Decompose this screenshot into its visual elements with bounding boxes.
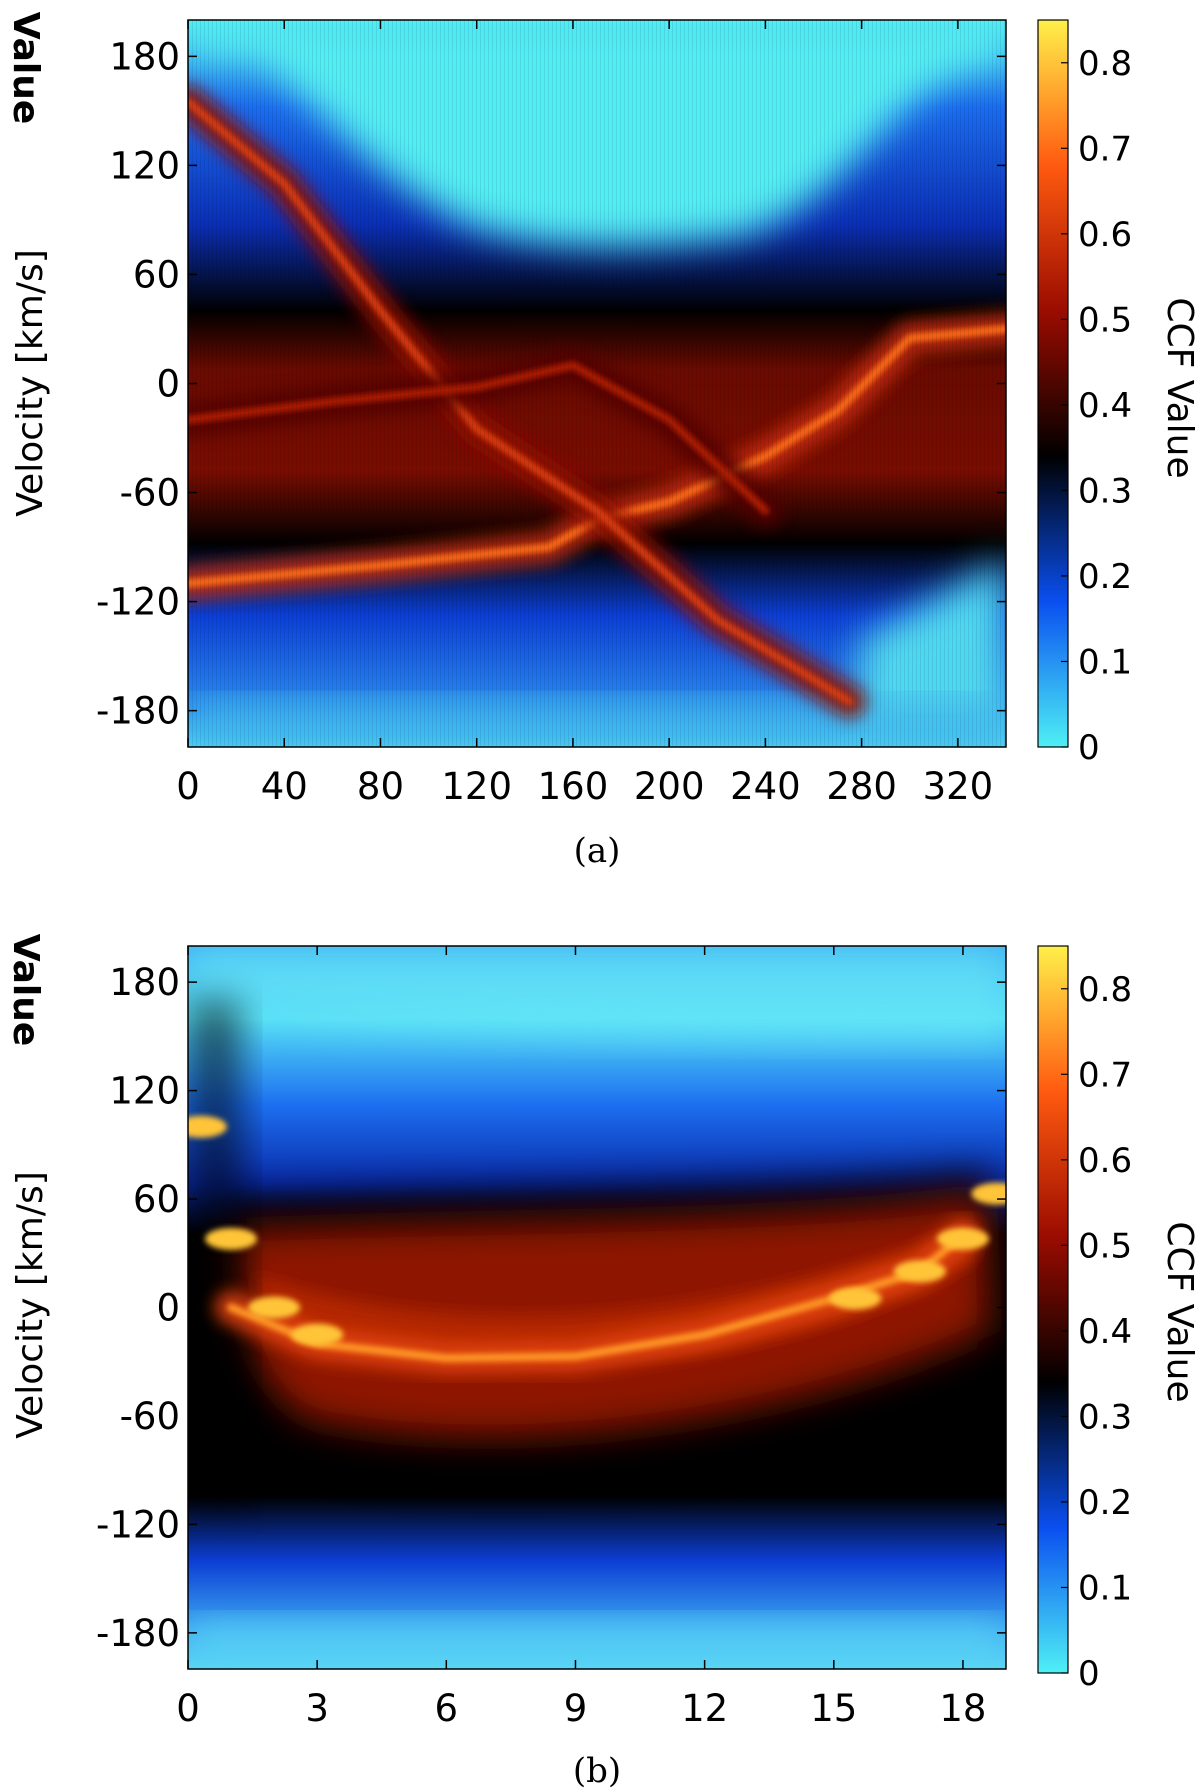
colorbar-tick-label: 0.1 — [1078, 1568, 1132, 1608]
bright-spot — [248, 1296, 301, 1319]
colorbar-ticks: 0.8 0.7 0.6 0.5 0.4 0.3 0.2 0.1 0 — [1061, 970, 1132, 1694]
colorbar-tick-label: 0.4 — [1078, 1312, 1132, 1352]
bright-spot — [893, 1260, 946, 1283]
bright-spot — [188, 1115, 227, 1138]
colorbar-tick-label: 0.8 — [1078, 44, 1132, 84]
x-tick-label: 40 — [261, 765, 308, 808]
x-tick-label: 120 — [441, 765, 512, 808]
y-tick-label: 60 — [133, 253, 180, 296]
x-tick-label: 12 — [681, 1687, 728, 1730]
colorbar-tick-label: 0 — [1078, 728, 1100, 768]
y-tick-label: 0 — [156, 363, 180, 406]
colorbar-gradient — [1037, 19, 1069, 748]
x-tick-label: 0 — [176, 1687, 200, 1730]
heatmap-layers — [188, 946, 1006, 1669]
colorbar-tick-label: 0.2 — [1078, 1483, 1132, 1523]
y-axis-title: Velocity [km/s] — [10, 249, 51, 517]
heatmap-texture — [188, 20, 1006, 747]
colorbar-tick-label: 0.2 — [1078, 557, 1132, 597]
colorbar-title: CCF Value — [1159, 1221, 1200, 1402]
bright-spot — [971, 1182, 1006, 1205]
y-tick-label: -120 — [96, 1503, 180, 1546]
y-axis: 180 120 60 0 -60 -120 -180 — [96, 35, 1006, 733]
x-tick-label: 160 — [538, 765, 609, 808]
colorbar-tick-label: 0.3 — [1078, 1397, 1132, 1437]
colorbar-tick-label: 0.1 — [1078, 642, 1132, 682]
x-tick-label: 18 — [939, 1687, 986, 1730]
x-tick-label: 6 — [435, 1687, 459, 1730]
x-axis: 0 40 80 120 160 200 240 280 320 — [176, 20, 993, 808]
colorbar-ticks: 0.8 0.7 0.6 0.5 0.4 0.3 0.2 0.1 0 — [1061, 44, 1132, 768]
heatmap-arc-body — [188, 946, 1006, 1669]
heatmap-area — [187, 945, 1007, 1670]
x-tick-label: 0 — [176, 765, 200, 808]
y-tick-label: -60 — [120, 1395, 180, 1438]
clipped-title-fragment: Value — [5, 934, 46, 1047]
panel-a: Value 180 120 60 0 -60 -120 -180 0 40 80 120 160 20… — [5, 12, 1200, 871]
colorbar-tick-label: 0 — [1078, 1654, 1100, 1694]
y-tick-label: -180 — [96, 690, 180, 733]
y-tick-label: 120 — [109, 1070, 180, 1113]
colorbar-tick-label: 0.5 — [1078, 1226, 1132, 1266]
x-tick-label: 200 — [634, 765, 705, 808]
x-axis: 0 3 6 9 12 15 18 — [176, 946, 986, 1730]
colorbar-title: CCF Value — [1159, 297, 1200, 478]
x-tick-label: 9 — [564, 1687, 588, 1730]
bright-spot — [829, 1287, 882, 1310]
bright-spot — [205, 1227, 258, 1250]
colorbar-gradient — [1037, 945, 1069, 1674]
x-tick-label: 240 — [730, 765, 801, 808]
bright-spot — [936, 1227, 989, 1250]
heatmap-layers — [188, 20, 1006, 747]
y-axis: 180 120 60 0 -60 -120 -180 — [96, 961, 1006, 1655]
y-tick-label: 0 — [156, 1287, 180, 1330]
heatmap-area — [187, 19, 1007, 748]
y-tick-label: 180 — [109, 961, 180, 1004]
colorbar-tick-label: 0.3 — [1078, 471, 1132, 511]
panel-b: Value 180 120 60 0 -60 -120 -180 0 3 6 9 12 15 18 — [5, 934, 1200, 1788]
colorbar-tick-label: 0.5 — [1078, 300, 1132, 340]
y-tick-label: 120 — [109, 144, 180, 187]
clipped-title-fragment: Value — [5, 12, 46, 125]
colorbar-tick-label: 0.6 — [1078, 1141, 1132, 1181]
colorbar-tick-label: 0.6 — [1078, 215, 1132, 255]
x-tick-label: 80 — [357, 765, 404, 808]
x-tick-label: 3 — [305, 1687, 329, 1730]
x-tick-label: 280 — [826, 765, 897, 808]
colorbar-tick-label: 0.8 — [1078, 970, 1132, 1010]
y-tick-label: -180 — [96, 1612, 180, 1655]
y-axis-title: Velocity [km/s] — [10, 1171, 51, 1439]
panel-caption: (a) — [574, 831, 621, 871]
panel-caption: (b) — [573, 1751, 621, 1788]
y-tick-label: 60 — [133, 1178, 180, 1221]
y-tick-label: -120 — [96, 581, 180, 624]
x-tick-label: 15 — [810, 1687, 857, 1730]
colorbar-tick-label: 0.4 — [1078, 386, 1132, 426]
colorbar: 0.8 0.7 0.6 0.5 0.4 0.3 0.2 0.1 0 CCF Value — [1037, 19, 1200, 768]
bright-spot — [291, 1323, 344, 1346]
colorbar: 0.8 0.7 0.6 0.5 0.4 0.3 0.2 0.1 0 CCF Value — [1037, 945, 1200, 1694]
y-tick-label: -60 — [120, 472, 180, 515]
y-tick-label: 180 — [109, 35, 180, 78]
x-tick-label: 320 — [923, 765, 994, 808]
colorbar-tick-label: 0.7 — [1078, 1055, 1132, 1095]
colorbar-tick-label: 0.7 — [1078, 129, 1132, 169]
